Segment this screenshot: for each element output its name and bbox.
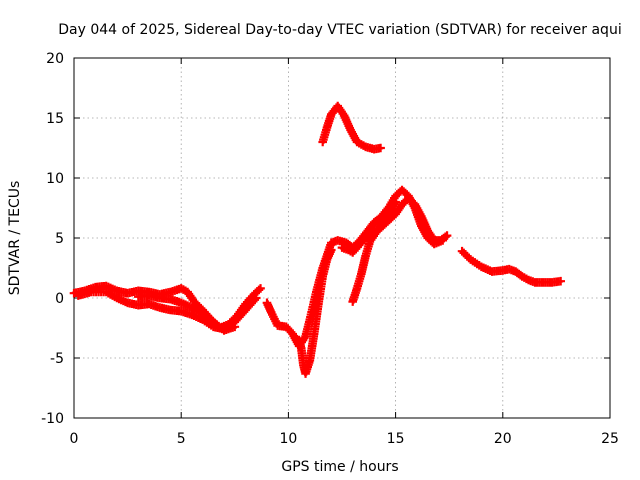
x-tick-label: 0 bbox=[70, 431, 79, 447]
x-tick-label: 5 bbox=[177, 431, 186, 447]
data-point-marker bbox=[376, 143, 385, 153]
grid bbox=[74, 58, 610, 418]
data-point-marker bbox=[326, 245, 336, 255]
y-tick-label: 0 bbox=[55, 291, 64, 307]
y-tick-label: -10 bbox=[41, 411, 64, 427]
data-point-marker bbox=[230, 322, 240, 332]
x-tick-label: 25 bbox=[601, 431, 619, 447]
y-axis-label: SDTVAR / TECUs bbox=[7, 181, 23, 296]
x-tick-label: 15 bbox=[387, 431, 405, 447]
data-series-trace-5 bbox=[294, 245, 336, 378]
data-series-trace-7 bbox=[348, 194, 452, 306]
x-tick-label: 10 bbox=[279, 431, 297, 447]
y-tick-label: 5 bbox=[55, 231, 64, 247]
data-points bbox=[69, 101, 565, 378]
y-tick-label: -5 bbox=[50, 351, 64, 367]
data-point-marker bbox=[556, 276, 565, 286]
data-series-trace-3 bbox=[134, 291, 240, 335]
data-series-trace-4 bbox=[262, 185, 448, 351]
y-tick-label: 20 bbox=[46, 51, 64, 67]
data-series-trace-9 bbox=[457, 246, 565, 287]
y-tick-label: 10 bbox=[46, 171, 64, 187]
data-point-marker bbox=[391, 197, 400, 207]
x-axis-label: GPS time / hours bbox=[281, 459, 398, 475]
x-tick-label: 20 bbox=[494, 431, 512, 447]
data-series-trace-8 bbox=[318, 101, 385, 154]
chart-title: Day 044 of 2025, Sidereal Day-to-day VTE… bbox=[58, 22, 621, 38]
ticks: 0 5 10 15 20 25 -10 -5 0 5 10 15 20 bbox=[41, 51, 619, 447]
data-point-marker bbox=[251, 293, 261, 303]
data-point-marker bbox=[256, 284, 265, 293]
y-tick-label: 15 bbox=[46, 111, 64, 127]
data-point-marker bbox=[442, 231, 452, 240]
